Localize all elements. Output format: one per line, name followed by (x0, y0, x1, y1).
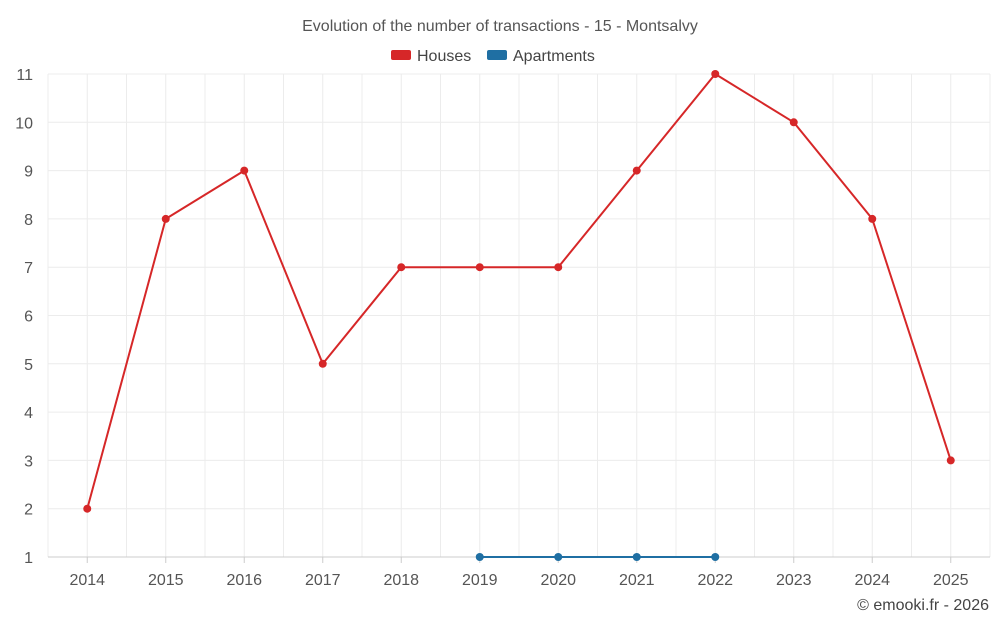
y-tick-label: 4 (24, 405, 33, 422)
series-houses (83, 70, 955, 513)
y-tick-label: 7 (24, 260, 33, 277)
data-point-houses[interactable] (397, 263, 406, 272)
chart-series (83, 70, 955, 561)
legend-swatch-apartments[interactable] (487, 50, 507, 60)
data-point-houses[interactable] (946, 456, 955, 465)
x-tick-label: 2014 (69, 572, 105, 589)
x-tick-label: 2017 (305, 572, 341, 589)
chart-grid (47, 73, 991, 557)
data-point-apartments[interactable] (632, 553, 641, 561)
data-point-apartments[interactable] (475, 553, 484, 561)
data-point-houses[interactable] (475, 263, 484, 272)
data-point-houses[interactable] (161, 214, 170, 223)
y-tick-label: 10 (15, 115, 33, 132)
y-tick-label: 3 (24, 453, 33, 470)
data-point-houses[interactable] (318, 359, 327, 368)
y-tick-label: 2 (24, 502, 33, 519)
legend-swatch-houses[interactable] (391, 50, 411, 60)
x-tick-label: 2018 (383, 572, 419, 589)
y-tick-label: 5 (24, 357, 33, 374)
x-tick-label: 2022 (697, 572, 733, 589)
y-tick-label: 11 (16, 67, 33, 84)
x-tick-label: 2021 (619, 572, 655, 589)
x-tick-label: 2016 (226, 572, 262, 589)
data-point-houses[interactable] (83, 504, 92, 513)
x-tick-label: 2020 (540, 572, 576, 589)
data-point-apartments[interactable] (554, 553, 563, 561)
legend-label-apartments[interactable]: Apartments (513, 48, 595, 65)
data-point-houses[interactable] (554, 263, 563, 272)
x-tick-label: 2023 (776, 572, 812, 589)
data-point-houses[interactable] (711, 70, 720, 78)
y-tick-label: 9 (24, 164, 33, 181)
data-point-houses[interactable] (868, 214, 877, 223)
series-apartments (475, 553, 720, 561)
data-point-houses[interactable] (789, 118, 798, 127)
y-tick-label: 8 (24, 212, 33, 229)
x-tick-label: 2019 (462, 572, 498, 589)
series-line-houses (86, 73, 952, 509)
x-tick-label: 2024 (854, 572, 890, 589)
legend-label-houses[interactable]: Houses (417, 48, 471, 65)
y-axis: 1 2 3 4 5 6 7 8 9 10 11 (15, 67, 33, 567)
y-tick-label: 6 (24, 309, 33, 326)
data-point-houses[interactable] (632, 166, 641, 175)
chart-title: Evolution of the number of transactions … (302, 18, 698, 35)
x-axis: 2014 2015 2016 2017 2018 2019 2020 2021 2022 2023… (48, 556, 990, 589)
chart-legend: Houses Apartments (391, 48, 595, 65)
y-tick-label: 1 (24, 550, 33, 567)
data-point-apartments[interactable] (711, 553, 720, 561)
data-point-houses[interactable] (240, 166, 249, 175)
x-tick-label: 2015 (148, 572, 184, 589)
x-tick-label: 2025 (933, 572, 969, 589)
chart-credit: © emooki.fr - 2026 (857, 597, 989, 614)
